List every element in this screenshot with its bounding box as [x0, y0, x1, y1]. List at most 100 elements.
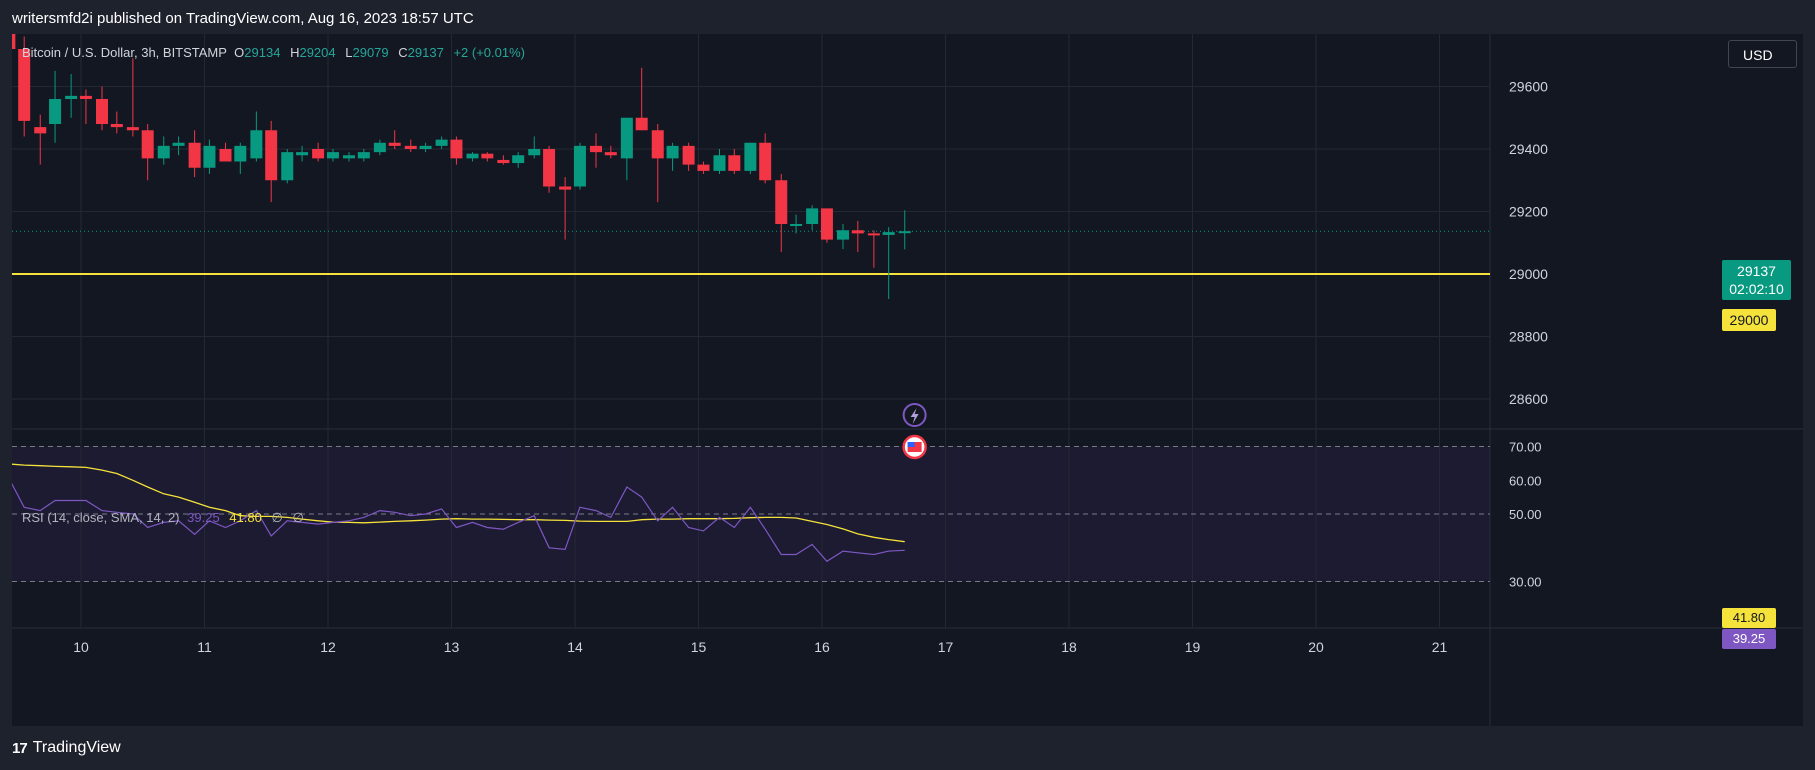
candle-down[interactable]	[851, 230, 864, 234]
candle-up[interactable]	[296, 152, 309, 156]
candle-down[interactable]	[219, 149, 232, 162]
candle-up[interactable]	[373, 142, 386, 153]
rsi-na-2: ∅	[292, 510, 304, 525]
time-tick-label: 11	[197, 639, 212, 655]
currency-button[interactable]: USD	[1728, 40, 1797, 68]
symbol-legend: Bitcoin / U.S. Dollar, 3h, BITSTAMP O291…	[22, 45, 531, 60]
rsi-tick-label: 30.00	[1509, 575, 1542, 590]
candle-up[interactable]	[713, 155, 726, 171]
candle-up[interactable]	[806, 208, 819, 224]
candle-down[interactable]	[682, 145, 695, 165]
candle-up[interactable]	[65, 95, 78, 99]
bottom-bar	[0, 726, 1815, 770]
candle-down[interactable]	[820, 208, 833, 240]
candle-down[interactable]	[497, 159, 510, 164]
candle-up[interactable]	[172, 142, 185, 146]
high-label: H	[290, 45, 300, 60]
candle-down[interactable]	[759, 142, 772, 181]
rsi-value: 39.25	[187, 510, 220, 525]
bar-countdown: 02:02:10	[1729, 281, 1784, 297]
candle-down[interactable]	[79, 95, 92, 99]
candle-up[interactable]	[250, 130, 263, 159]
price-tick-label: 29200	[1509, 204, 1548, 220]
candle-down[interactable]	[728, 155, 741, 171]
candle-down[interactable]	[110, 124, 123, 128]
time-tick-label: 21	[1432, 639, 1448, 655]
tradingview-logo-icon: 17	[12, 739, 28, 757]
open-value: 29134	[244, 45, 281, 60]
time-tick-label: 10	[73, 639, 89, 655]
candle-down[interactable]	[697, 164, 710, 171]
rsi-legend: RSI (14, close, SMA, 14, 2) 39.25 41.80 …	[22, 510, 304, 526]
candle-up[interactable]	[836, 230, 849, 240]
candle-up[interactable]	[620, 117, 633, 159]
candle-up[interactable]	[528, 149, 541, 156]
candle-down[interactable]	[651, 130, 664, 159]
price-tick-label: 29600	[1509, 79, 1548, 95]
price-tick-label: 29000	[1509, 266, 1548, 282]
time-tick-label: 12	[320, 639, 336, 655]
candle-down[interactable]	[95, 99, 108, 124]
candle-down[interactable]	[604, 152, 617, 156]
open-label: O	[234, 45, 245, 60]
candle-up[interactable]	[357, 152, 370, 159]
candle-up[interactable]	[157, 145, 170, 159]
candle-down[interactable]	[126, 127, 139, 131]
candle-down[interactable]	[388, 142, 401, 146]
time-tick-label: 17	[938, 639, 954, 655]
rsi-tick-label: 60.00	[1509, 473, 1542, 488]
candle-up[interactable]	[898, 231, 911, 234]
candle-down[interactable]	[543, 149, 556, 187]
candle-down[interactable]	[589, 145, 602, 153]
candle-down[interactable]	[867, 233, 880, 236]
time-tick-label: 18	[1061, 639, 1077, 655]
candle-up[interactable]	[744, 142, 757, 171]
price-tick-label: 28600	[1509, 391, 1548, 407]
candle-down[interactable]	[635, 117, 648, 131]
close-label: C	[398, 45, 408, 60]
candle-up[interactable]	[342, 155, 355, 159]
close-value: 29137	[407, 45, 444, 60]
rsi-value-tag: 39.25	[1722, 629, 1776, 649]
candle-down[interactable]	[34, 127, 47, 134]
top-bar: writersmfd2i published on TradingView.co…	[0, 0, 1815, 34]
candle-down[interactable]	[559, 186, 572, 190]
high-value: 29204	[299, 45, 336, 60]
rsi-sma-line	[12, 463, 905, 543]
candle-up[interactable]	[419, 145, 432, 149]
candle-down[interactable]	[12, 34, 16, 49]
rsi-label: RSI (14, close, SMA, 14, 2)	[22, 510, 180, 525]
chart-area[interactable]: 10 11 12 13 14 15 16 17 18 19 20 21 29600 29400 29200 2…	[12, 34, 1803, 726]
candle-up[interactable]	[790, 224, 803, 226]
time-tick-label: 19	[1185, 639, 1201, 655]
candle-up[interactable]	[281, 152, 294, 181]
us-flag-canton-icon	[907, 442, 915, 447]
publisher-line: writersmfd2i published on TradingView.co…	[12, 10, 474, 27]
candle-up[interactable]	[666, 145, 679, 159]
candle-up[interactable]	[435, 139, 448, 146]
candle-up[interactable]	[49, 99, 62, 124]
candle-down[interactable]	[450, 139, 463, 159]
candle-up[interactable]	[466, 153, 479, 159]
candle-down[interactable]	[18, 49, 31, 121]
last-price-tag: 29137 02:02:10	[1722, 260, 1791, 300]
low-label: L	[345, 45, 353, 60]
candle-up[interactable]	[882, 232, 895, 235]
candle-down[interactable]	[141, 130, 154, 159]
rsi-sma-value: 41.80	[229, 510, 262, 525]
price-tick-label: 28800	[1509, 329, 1548, 345]
chart-canvas[interactable]: 10 11 12 13 14 15 16 17 18 19 20 21 29600 29400 29200 2…	[12, 34, 1803, 726]
candle-up[interactable]	[203, 145, 216, 168]
candle-up[interactable]	[326, 152, 339, 159]
candle-up[interactable]	[512, 155, 525, 164]
rsi-tick-label: 50.00	[1509, 507, 1542, 522]
candle-down[interactable]	[265, 130, 278, 181]
candle-up[interactable]	[573, 145, 586, 187]
tradingview-logo[interactable]: 17 TradingView	[12, 739, 121, 757]
candle-down[interactable]	[188, 142, 201, 168]
candle-down[interactable]	[404, 145, 417, 149]
candle-down[interactable]	[312, 149, 325, 159]
candle-down[interactable]	[775, 180, 788, 224]
candle-down[interactable]	[481, 153, 494, 159]
candle-up[interactable]	[234, 145, 247, 162]
